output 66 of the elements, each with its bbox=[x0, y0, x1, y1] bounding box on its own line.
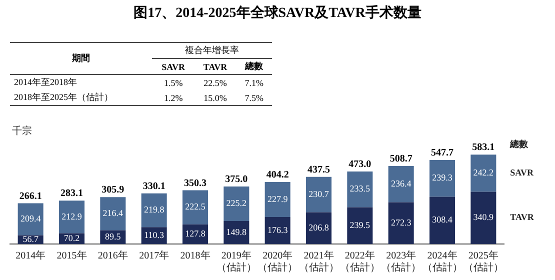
x-tick-label: 2022年（估計） bbox=[340, 250, 380, 274]
total-label: 404.2 bbox=[266, 170, 289, 181]
data-label: 239.3 bbox=[432, 172, 453, 183]
text: 7.5% bbox=[244, 92, 265, 104]
x-tick-label: 2024年（估計） bbox=[422, 250, 462, 274]
chart-title: 图17、2014-2025年全球SAVR及TAVR手术数量 bbox=[132, 4, 422, 22]
series-label: TAVR bbox=[510, 212, 534, 222]
total-label: 305.9 bbox=[102, 184, 124, 196]
text: 總數 bbox=[244, 60, 264, 73]
data-label: 176.3 bbox=[267, 224, 288, 235]
data-label: 233.5 bbox=[350, 184, 371, 194]
x-tick-label: 2018年 bbox=[180, 250, 210, 262]
text: 22.5% bbox=[202, 76, 228, 90]
data-label: 149.8 bbox=[226, 226, 248, 237]
total-label: 350.3 bbox=[184, 178, 206, 189]
data-label: 340.9 bbox=[473, 212, 494, 222]
data-label: 222.5 bbox=[185, 202, 206, 212]
data-label: 230.7 bbox=[308, 188, 330, 199]
data-label: 239.5 bbox=[350, 220, 371, 230]
data-label: 206.8 bbox=[308, 222, 330, 233]
data-label: 225.2 bbox=[226, 198, 247, 208]
data-label: 236.4 bbox=[390, 178, 412, 188]
data-label: 308.4 bbox=[432, 214, 453, 225]
data-label: 209.4 bbox=[20, 214, 42, 224]
data-label: 110.3 bbox=[144, 230, 165, 240]
text: 複合年增長率 bbox=[152, 42, 272, 58]
text: 2014年至2018年 bbox=[13, 76, 78, 89]
series-label: SAVR bbox=[510, 167, 534, 178]
text: 1.5% bbox=[162, 76, 184, 90]
x-tick-label: 2020年（估計） bbox=[258, 250, 298, 274]
text: TAVR bbox=[202, 60, 228, 74]
y-axis-title: 千宗 bbox=[12, 124, 32, 138]
total-label: 547.7 bbox=[431, 148, 454, 159]
text: 7.1% bbox=[244, 76, 265, 90]
x-tick-label: 2017年 bbox=[139, 250, 170, 262]
data-label: 70.2 bbox=[64, 232, 80, 243]
total-label: 330.1 bbox=[142, 180, 166, 192]
data-label: 272.3 bbox=[390, 217, 412, 228]
data-label: 227.9 bbox=[267, 194, 288, 204]
total-label: 583.1 bbox=[472, 142, 495, 154]
total-label: 508.7 bbox=[390, 154, 412, 165]
total-label: 437.5 bbox=[308, 164, 330, 176]
x-tick-label: 2025年（估計） bbox=[463, 250, 504, 274]
text: 1.2% bbox=[162, 92, 184, 104]
total-label: 375.0 bbox=[225, 174, 248, 186]
x-tick-label: 2019年（估計） bbox=[216, 250, 256, 274]
total-label: 266.1 bbox=[19, 190, 42, 202]
text: SAVR bbox=[160, 60, 186, 74]
data-label: 89.5 bbox=[105, 232, 122, 242]
data-label: 56.7 bbox=[22, 234, 39, 244]
text: 總數 bbox=[509, 138, 530, 149]
data-label: 219.8 bbox=[144, 204, 165, 215]
text: 15.0% bbox=[202, 92, 228, 104]
data-label: 127.8 bbox=[185, 228, 206, 239]
data-label: 212.9 bbox=[62, 211, 82, 222]
data-label: 216.4 bbox=[102, 208, 124, 218]
total-label: 473.0 bbox=[348, 159, 372, 170]
x-tick-label: 2014年 bbox=[16, 250, 46, 262]
x-tick-label: 2023年（估計） bbox=[381, 250, 422, 274]
data-label: 242.2 bbox=[473, 168, 494, 178]
total-label: 283.1 bbox=[60, 188, 83, 200]
x-tick-label: 2015年 bbox=[56, 250, 87, 262]
text: 期間 bbox=[10, 42, 152, 74]
text: 2018年至2025年（估計） bbox=[13, 91, 114, 104]
x-tick-label: 2021年（估計） bbox=[298, 250, 339, 274]
x-tick-label: 2016年 bbox=[98, 250, 128, 262]
